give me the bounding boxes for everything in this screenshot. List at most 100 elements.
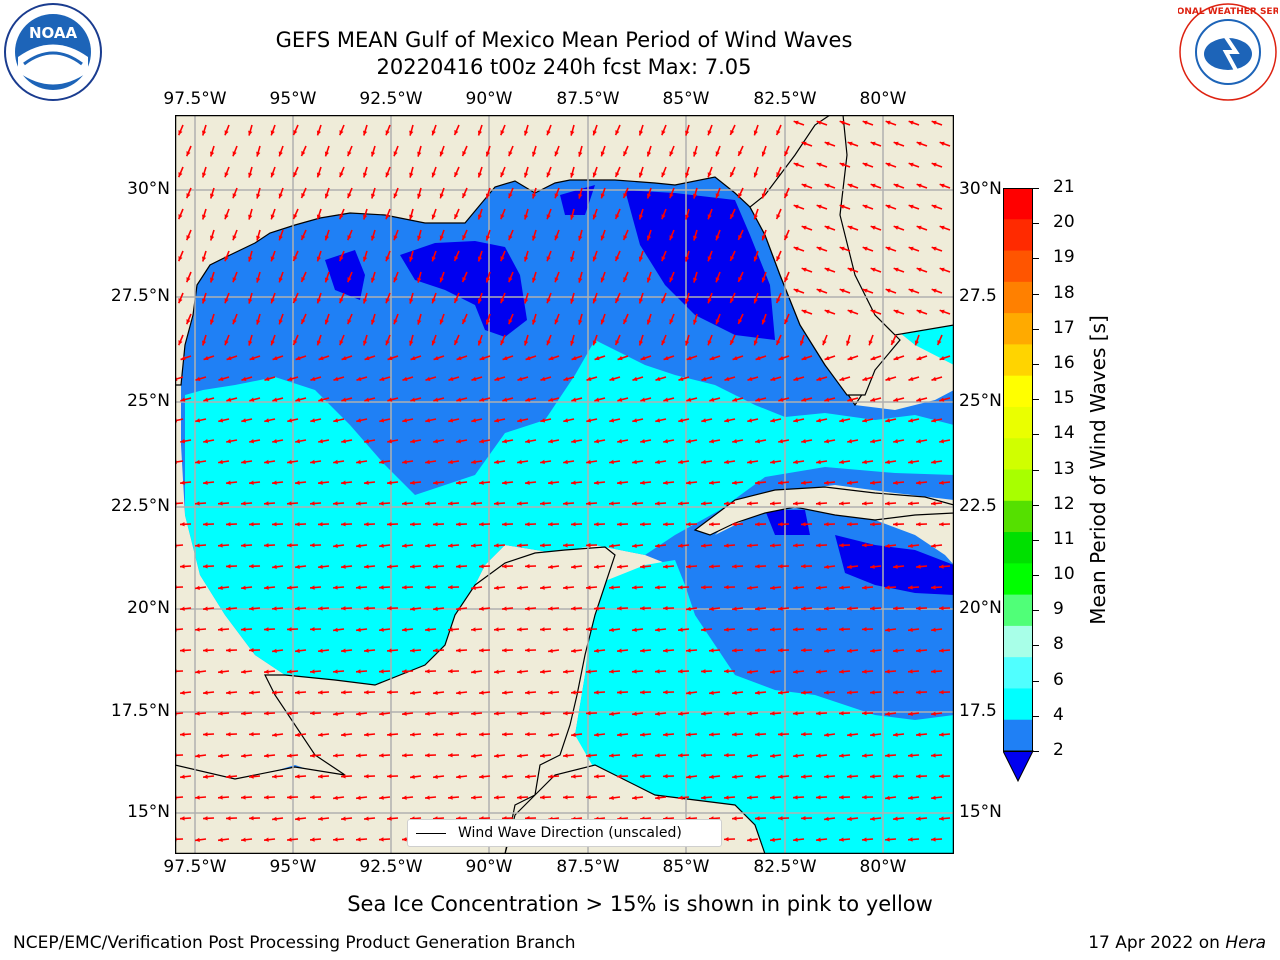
direction-arrow bbox=[662, 648, 675, 653]
direction-arrow bbox=[447, 627, 460, 632]
direction-arrow bbox=[655, 376, 667, 381]
direction-arrow bbox=[754, 564, 767, 569]
direction-arrow bbox=[409, 124, 414, 136]
direction-arrow bbox=[355, 795, 368, 800]
direction-arrow bbox=[417, 313, 422, 325]
direction-arrow bbox=[792, 795, 805, 800]
direction-arrow bbox=[461, 229, 468, 241]
direction-arrow bbox=[622, 187, 629, 199]
direction-arrow bbox=[409, 208, 414, 220]
direction-arrow bbox=[363, 816, 376, 821]
direction-arrow bbox=[753, 292, 759, 304]
direction-arrow bbox=[493, 711, 506, 716]
direction-arrow bbox=[594, 397, 606, 402]
direction-arrow bbox=[493, 543, 506, 548]
direction-arrow bbox=[477, 208, 483, 220]
direction-arrow bbox=[793, 204, 805, 210]
colorbar-band-12 bbox=[1003, 563, 1033, 596]
direction-arrow bbox=[608, 711, 621, 717]
direction-arrow bbox=[524, 732, 537, 737]
direction-arrow bbox=[248, 816, 261, 821]
direction-arrow bbox=[686, 355, 698, 361]
direction-arrow bbox=[263, 711, 276, 716]
direction-arrow bbox=[747, 459, 759, 465]
lat-label-right-1: 27.5 bbox=[959, 286, 997, 306]
direction-arrow bbox=[202, 606, 215, 611]
direction-arrow bbox=[202, 774, 215, 779]
direction-arrow bbox=[424, 627, 437, 632]
direction-arrow bbox=[654, 627, 667, 632]
direction-arrow bbox=[180, 397, 192, 402]
direction-arrow bbox=[225, 690, 238, 695]
direction-arrow bbox=[654, 711, 667, 716]
direction-arrow bbox=[815, 669, 828, 674]
direction-arrow bbox=[585, 585, 598, 590]
direction-arrow bbox=[869, 522, 882, 527]
direction-arrow bbox=[393, 145, 399, 157]
direction-arrow bbox=[546, 292, 552, 304]
direction-arrow bbox=[340, 816, 353, 821]
direction-arrow bbox=[424, 711, 437, 716]
direction-arrow bbox=[939, 141, 951, 147]
direction-arrow bbox=[540, 418, 552, 423]
direction-arrow bbox=[646, 229, 652, 241]
direction-arrow bbox=[586, 459, 598, 465]
direction-arrow bbox=[478, 648, 491, 653]
direction-arrow bbox=[800, 774, 813, 779]
direction-arrow bbox=[447, 669, 460, 674]
direction-arrow bbox=[638, 292, 644, 304]
colorbar-tick-mark-14 bbox=[1033, 680, 1039, 682]
direction-arrow bbox=[494, 459, 506, 465]
direction-arrow bbox=[908, 418, 920, 423]
direction-arrow bbox=[892, 774, 905, 779]
direction-arrow bbox=[655, 459, 667, 465]
direction-arrow bbox=[638, 334, 644, 346]
direction-arrow bbox=[456, 355, 468, 361]
direction-arrow bbox=[778, 355, 790, 361]
direction-arrow bbox=[592, 124, 598, 136]
direction-arrow bbox=[729, 208, 736, 220]
direction-arrow bbox=[570, 690, 583, 695]
direction-arrow bbox=[270, 334, 276, 346]
direction-arrow bbox=[755, 439, 767, 444]
direction-arrow bbox=[249, 355, 261, 361]
direction-arrow bbox=[816, 459, 828, 465]
direction-arrow bbox=[341, 439, 353, 444]
direction-arrow bbox=[364, 397, 376, 402]
lat-label-left-4: 20°N bbox=[127, 598, 170, 618]
direction-arrow bbox=[777, 732, 790, 737]
direction-arrow bbox=[240, 753, 253, 758]
colorbar-tick-mark-4 bbox=[1033, 328, 1039, 330]
direction-arrow bbox=[185, 271, 192, 283]
direction-arrow bbox=[202, 648, 215, 653]
direction-arrow bbox=[600, 145, 606, 157]
direction-arrow bbox=[869, 648, 882, 653]
direction-arrow bbox=[379, 376, 391, 381]
direction-arrow bbox=[501, 690, 514, 695]
direction-arrow bbox=[693, 229, 698, 241]
direction-arrow bbox=[532, 313, 537, 325]
direction-arrow bbox=[271, 774, 284, 779]
direction-arrow bbox=[617, 397, 629, 402]
direction-arrow bbox=[640, 355, 652, 361]
direction-arrow bbox=[907, 627, 920, 632]
direction-arrow bbox=[554, 313, 560, 325]
direction-arrow bbox=[453, 292, 460, 304]
direction-arrow bbox=[729, 124, 736, 136]
direction-arrow bbox=[340, 606, 353, 611]
direction-arrow bbox=[432, 480, 445, 485]
direction-arrow bbox=[769, 669, 782, 674]
direction-arrow bbox=[869, 774, 882, 779]
direction-arrow bbox=[800, 732, 813, 737]
direction-arrow bbox=[493, 627, 506, 632]
direction-arrow bbox=[839, 204, 851, 210]
direction-arrow bbox=[815, 795, 828, 800]
direction-arrow bbox=[333, 418, 345, 423]
direction-arrow bbox=[502, 355, 514, 361]
direction-arrow bbox=[685, 690, 698, 696]
direction-arrow bbox=[723, 795, 736, 800]
direction-arrow bbox=[248, 208, 253, 220]
direction-arrow bbox=[761, 229, 767, 241]
direction-arrow bbox=[862, 204, 874, 210]
direction-arrow bbox=[693, 145, 698, 157]
